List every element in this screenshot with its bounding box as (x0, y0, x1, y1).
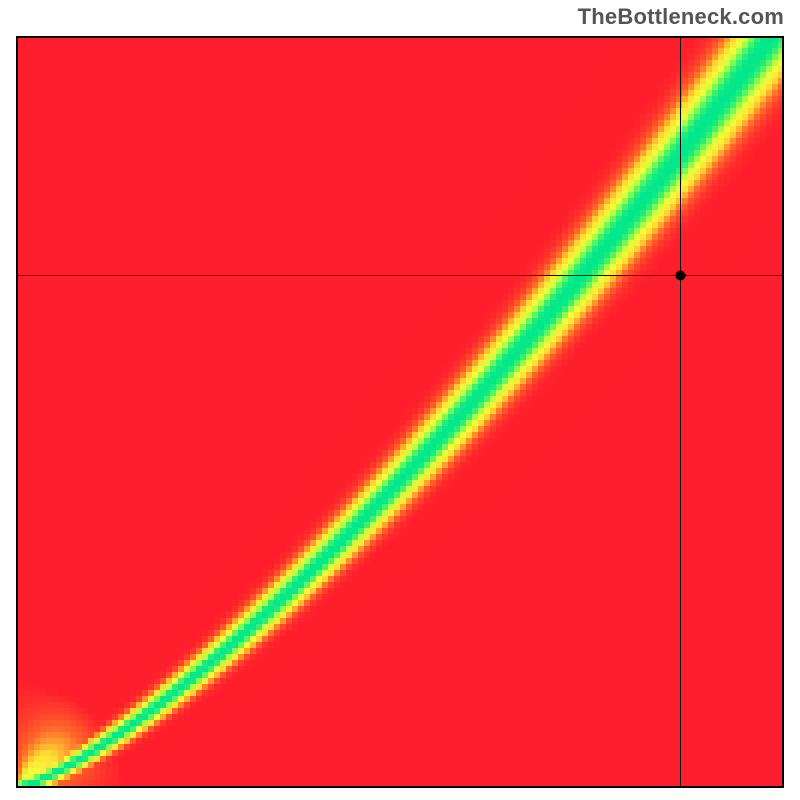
heatmap-plot (16, 36, 784, 788)
watermark-text: TheBottleneck.com (578, 4, 784, 30)
heatmap-canvas (16, 36, 784, 788)
